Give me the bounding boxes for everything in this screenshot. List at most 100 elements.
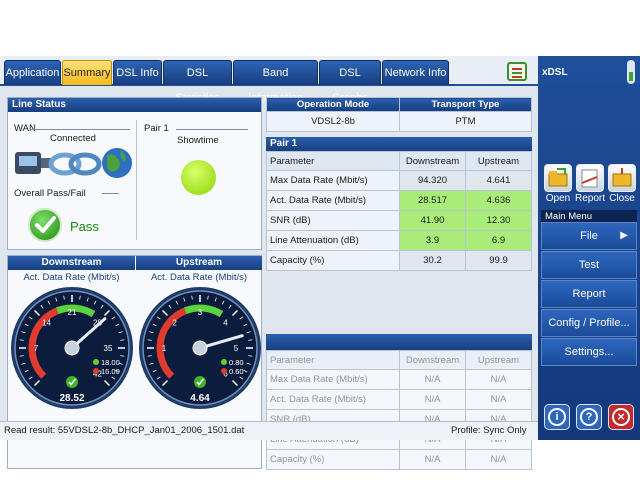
pair1-col-parameter: Parameter <box>266 151 400 171</box>
gauge-limit-low-dot <box>93 368 99 374</box>
app-window: Application Summary DSL Info DSL Statist… <box>0 56 640 470</box>
gauge-tick <box>24 369 29 373</box>
gauge-tick <box>248 355 253 357</box>
pair1-param-cell: Capacity (%) <box>266 250 400 271</box>
gauge-limit-high-dot <box>221 359 227 365</box>
showtime-indicator-icon <box>181 160 216 195</box>
gauge-limit-low: 16.00 <box>101 367 120 376</box>
tab-dsl-info[interactable]: DSL Info <box>113 60 162 85</box>
gauge-tick <box>156 376 161 380</box>
wan-connection-icon <box>15 148 132 178</box>
gauge-tick <box>147 355 152 357</box>
menu-test-configuration[interactable]: Test Configuration... <box>541 251 637 297</box>
pair1-upstream-cell: 99.9 <box>465 250 532 271</box>
line-status-panel: Line Status WAN Connected Overall Pass/F… <box>7 97 262 250</box>
pass-check-icon <box>28 208 62 242</box>
gauge-tick <box>115 369 120 373</box>
gauge-tick <box>239 376 244 380</box>
pair2-col-parameter: Parameter <box>266 350 400 370</box>
pass-result: Pass <box>70 219 99 234</box>
gauge-tick <box>63 295 65 300</box>
upstream-gauge-title: Upstream <box>136 256 262 270</box>
tab-summary[interactable]: Summary <box>62 60 112 85</box>
menu-file-label: File <box>580 230 598 242</box>
gauge-tick <box>231 379 239 387</box>
pair1-row: Line Attenuation (dB) 3.9 6.9 <box>266 230 532 251</box>
main-area: Application Summary DSL Info DSL Statist… <box>0 56 538 470</box>
gauge-tick <box>79 295 81 300</box>
tab-bar: Application Summary DSL Info DSL Statist… <box>0 56 538 104</box>
gauge-tick <box>214 297 217 302</box>
read-result: Read result: 55VDSL2-8b_DHCP_Jan01_2006_… <box>4 425 245 436</box>
gauge-tick <box>118 362 123 365</box>
tab-application[interactable]: Application <box>4 60 61 85</box>
report-view-icon[interactable] <box>507 62 527 81</box>
pair1-upstream-cell: 4.636 <box>465 190 532 211</box>
gauge-tick <box>28 316 33 320</box>
help-button[interactable]: ? <box>576 404 602 430</box>
gauge-hub <box>192 340 208 356</box>
gauge-tick <box>152 369 157 373</box>
wan-state: Connected <box>50 133 96 144</box>
pair2-row: Capacity (%) N/A N/A <box>266 449 532 470</box>
gauge-tick <box>115 323 120 327</box>
gauge-tick <box>33 309 41 317</box>
pair2-upstream-cell: N/A <box>465 449 532 470</box>
chevron-right-icon: ▶ <box>620 230 628 241</box>
operation-mode-table: Operation Mode Transport Type VDSL2-8b P… <box>266 97 532 132</box>
gauge-tick-label: 21 <box>68 308 77 317</box>
pair1-upstream-cell: 12.30 <box>465 210 532 231</box>
pair1-param-cell: Act. Data Rate (Mbit/s) <box>266 190 400 211</box>
gauge-tick <box>161 379 169 387</box>
gauge-value: 4.64 <box>190 393 210 404</box>
report-button[interactable] <box>576 164 604 192</box>
pair2-upstream-cell: N/A <box>465 369 532 390</box>
info-button[interactable]: i <box>544 404 570 430</box>
gauge-tick <box>161 309 169 317</box>
gauge-tick <box>19 339 24 341</box>
gauge-tick <box>93 300 97 305</box>
gauge-tick <box>118 331 123 334</box>
menu-report[interactable]: Report <box>541 280 637 308</box>
gauge-limit-high: 0.80 <box>229 358 244 367</box>
close-label: Close <box>609 193 635 204</box>
gauge-tick <box>239 316 244 320</box>
gauge-tick <box>152 323 157 327</box>
downstream-gauge-title: Downstream <box>8 256 135 270</box>
open-label: Open <box>545 193 571 204</box>
exit-button[interactable]: × <box>608 404 634 430</box>
wan-label: WAN <box>14 123 36 134</box>
menu-file[interactable]: File ▶ <box>541 222 637 250</box>
pair2-downstream-cell: N/A <box>399 389 466 410</box>
gauge-check-mark <box>68 378 77 386</box>
open-button[interactable] <box>544 164 572 192</box>
tab-band-information[interactable]: Band Information <box>233 60 318 104</box>
gauge-tick-label: 2 <box>172 319 177 328</box>
line-status-title: Line Status <box>8 98 261 112</box>
operation-mode-value: VDSL2-8b <box>266 111 400 132</box>
gauge-tick <box>120 339 125 341</box>
pair1-row: Capacity (%) 30.2 99.9 <box>266 250 532 271</box>
gauge-check-icon <box>66 376 78 388</box>
gauge-tick <box>149 331 154 334</box>
report-label: Report <box>574 193 605 204</box>
menu-settings[interactable]: Settings... <box>541 338 637 366</box>
pair1-col-upstream: Upstream <box>465 151 532 171</box>
pair1-title: Pair 1 <box>266 137 532 151</box>
pair2-param-cell: Max Data Rate (Mbit/s) <box>266 369 400 390</box>
tab-dsl-graphs[interactable]: DSL Graphs <box>319 60 381 104</box>
gauge-tick-label: 14 <box>42 319 51 328</box>
sidebar-title: xDSL <box>542 67 568 78</box>
pair1-param-cell: Line Attenuation (dB) <box>266 230 400 251</box>
tab-network-info[interactable]: Network Info <box>382 60 449 85</box>
pair1-param-cell: SNR (dB) <box>266 210 400 231</box>
gauge-tick <box>100 304 104 309</box>
close-button[interactable] <box>608 164 636 192</box>
gauge-tick-label: 1 <box>162 344 167 353</box>
pair2-upstream-cell: N/A <box>465 389 532 410</box>
pair1-upstream-cell: 6.9 <box>465 230 532 251</box>
tab-dsl-statistics[interactable]: DSL Statistics <box>163 60 232 104</box>
menu-config-profile[interactable]: Config / Profile... <box>541 309 637 337</box>
pair1-param-cell: Max Data Rate (Mbit/s) <box>266 170 400 191</box>
main-menu-title: Main Menu <box>541 210 637 224</box>
